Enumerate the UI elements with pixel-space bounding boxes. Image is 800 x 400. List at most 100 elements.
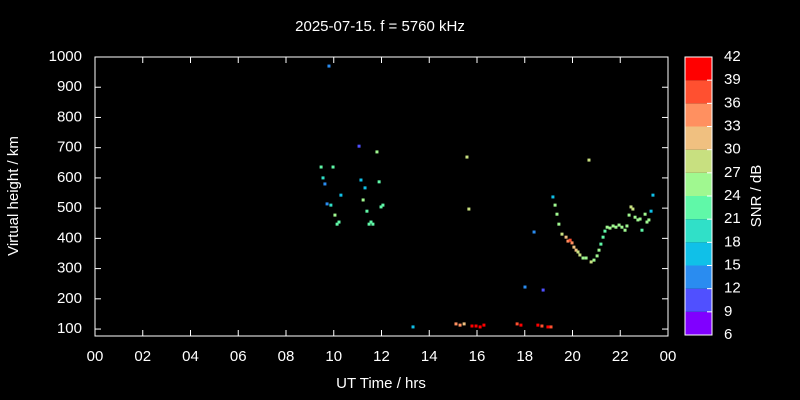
data-point bbox=[327, 64, 331, 68]
data-point bbox=[560, 232, 564, 236]
data-point bbox=[474, 324, 478, 328]
data-point bbox=[371, 222, 375, 226]
data-point bbox=[359, 178, 363, 182]
x-tick-label: 20 bbox=[564, 348, 581, 365]
data-point bbox=[467, 207, 471, 211]
data-point bbox=[458, 323, 462, 327]
colorbar-tick-label: 21 bbox=[724, 210, 741, 227]
colorbar-tick-label: 15 bbox=[724, 256, 741, 273]
data-point bbox=[627, 213, 631, 217]
x-tick-label: 00 bbox=[87, 348, 104, 365]
data-point bbox=[549, 325, 553, 329]
y-tick-label: 300 bbox=[57, 260, 82, 277]
data-point bbox=[557, 222, 561, 226]
data-point bbox=[636, 218, 640, 222]
colorbar-label: SNR / dB bbox=[748, 165, 765, 228]
data-point bbox=[603, 229, 607, 233]
x-tick-label: 12 bbox=[373, 348, 390, 365]
data-point bbox=[631, 207, 635, 211]
y-tick-label: 200 bbox=[57, 290, 82, 307]
data-point bbox=[617, 223, 621, 227]
data-point bbox=[482, 323, 486, 327]
data-point bbox=[519, 323, 523, 327]
data-point bbox=[335, 222, 339, 226]
data-point bbox=[462, 322, 466, 326]
data-point bbox=[553, 203, 557, 207]
data-point bbox=[645, 220, 649, 224]
data-point bbox=[333, 213, 337, 217]
y-tick-label: 600 bbox=[57, 169, 82, 186]
colorbar-tick-label: 12 bbox=[724, 280, 741, 297]
data-point bbox=[515, 322, 519, 326]
data-point bbox=[574, 248, 578, 252]
data-point bbox=[584, 256, 588, 260]
x-tick-label: 08 bbox=[278, 348, 295, 365]
data-point bbox=[599, 242, 603, 246]
data-point bbox=[339, 193, 343, 197]
colorbar-bin bbox=[685, 311, 712, 335]
x-tick-label: 02 bbox=[134, 348, 151, 365]
data-point bbox=[572, 245, 576, 249]
colorbar-bin bbox=[685, 172, 712, 196]
colorbar-tick-label: 42 bbox=[724, 48, 741, 65]
colorbar-tick-label: 6 bbox=[724, 326, 732, 343]
data-point bbox=[608, 226, 612, 230]
data-point bbox=[369, 220, 373, 224]
data-point bbox=[620, 225, 624, 229]
data-point bbox=[337, 220, 341, 224]
data-point bbox=[363, 186, 367, 190]
data-point bbox=[540, 324, 544, 328]
colorbar-tick-label: 36 bbox=[724, 94, 741, 111]
data-point bbox=[578, 253, 582, 257]
data-point bbox=[319, 165, 323, 169]
data-point bbox=[523, 285, 527, 289]
data-point bbox=[589, 260, 593, 264]
data-point bbox=[649, 209, 653, 213]
data-point bbox=[532, 230, 536, 234]
data-point bbox=[361, 198, 365, 202]
x-tick-label: 04 bbox=[182, 348, 199, 365]
x-axis-label: UT Time / hrs bbox=[336, 375, 426, 392]
data-point bbox=[377, 180, 381, 184]
y-tick-label: 100 bbox=[57, 320, 82, 337]
data-point bbox=[555, 212, 559, 216]
data-point bbox=[570, 241, 574, 245]
x-tick-label: 22 bbox=[612, 348, 629, 365]
data-point bbox=[605, 225, 609, 229]
data-point bbox=[329, 203, 333, 207]
data-point bbox=[566, 239, 570, 243]
data-point bbox=[375, 150, 379, 154]
data-point bbox=[576, 250, 580, 254]
data-point bbox=[643, 212, 647, 216]
colorbar-tick-label: 18 bbox=[724, 233, 741, 250]
chart-title: 2025-07-15. f = 5760 kHz bbox=[295, 18, 465, 35]
colorbar-bin bbox=[685, 126, 712, 150]
data-point bbox=[623, 228, 627, 232]
colorbar-bin bbox=[685, 242, 712, 266]
y-tick-label: 900 bbox=[57, 78, 82, 95]
data-point bbox=[381, 203, 385, 207]
colorbar-bin bbox=[685, 219, 712, 243]
y-tick-label: 700 bbox=[57, 139, 82, 156]
data-point bbox=[365, 209, 369, 213]
data-point bbox=[614, 225, 618, 229]
colorbar-bin bbox=[685, 80, 712, 104]
data-point bbox=[587, 158, 591, 162]
data-point bbox=[321, 176, 325, 180]
x-tick-label: 06 bbox=[230, 348, 247, 365]
colorbar-bin bbox=[685, 57, 712, 81]
colorbar-tick-label: 9 bbox=[724, 303, 732, 320]
colorbar-bin bbox=[685, 288, 712, 312]
data-point bbox=[411, 325, 415, 329]
data-point bbox=[651, 193, 655, 197]
data-point bbox=[611, 224, 615, 228]
data-point bbox=[633, 215, 637, 219]
colorbar-bin bbox=[685, 103, 712, 127]
data-point bbox=[568, 238, 572, 242]
colorbar-bin bbox=[685, 265, 712, 289]
data-point bbox=[367, 222, 371, 226]
data-point bbox=[465, 155, 469, 159]
